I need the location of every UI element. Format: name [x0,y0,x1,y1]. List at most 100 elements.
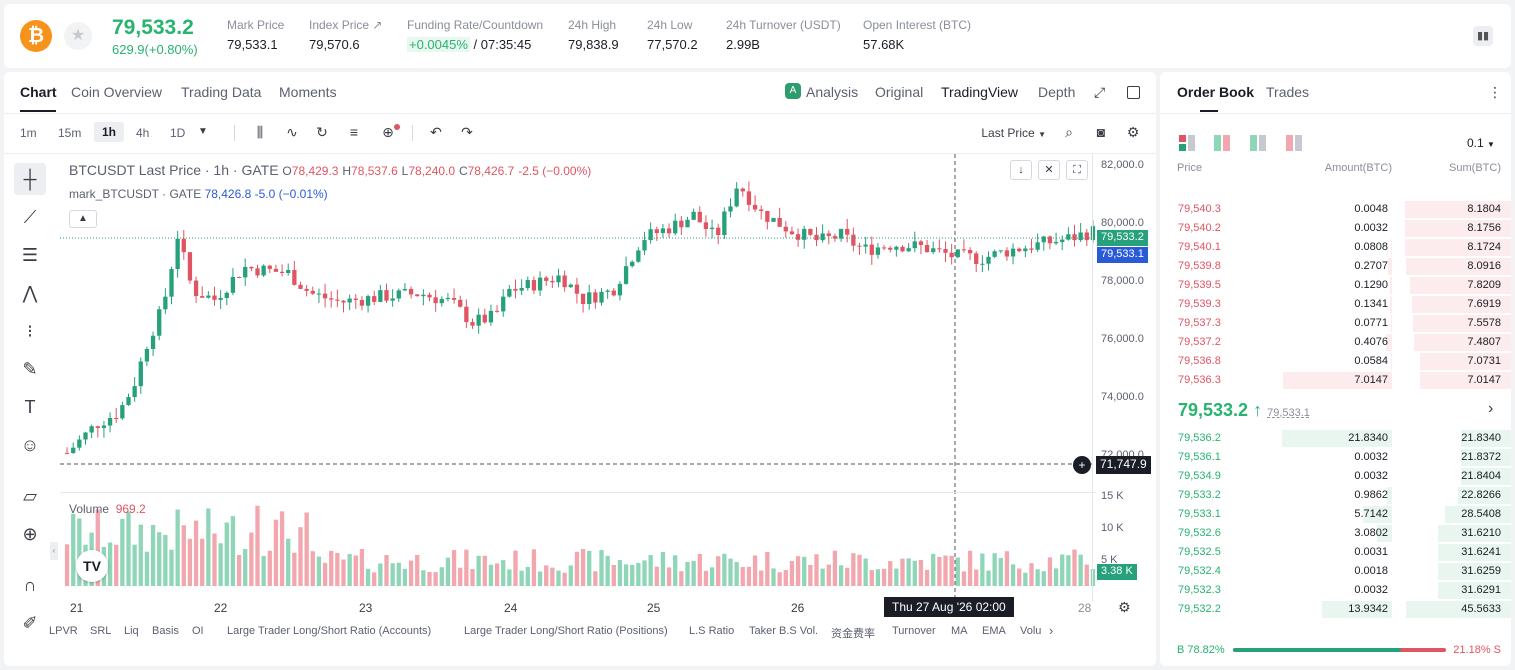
ask-row[interactable]: 79,539.8 0.2707 8.0916 [1160,257,1511,276]
tab-trading-data[interactable]: Trading Data [181,84,262,100]
undo-icon[interactable]: ↶ [430,124,442,140]
ask-row[interactable]: 79,537.2 0.4076 7.4807 [1160,333,1511,352]
bid-price[interactable]: 79,536.2 [1178,432,1221,444]
tab-tradingview[interactable]: TradingView [941,84,1019,100]
compare-icon[interactable]: ↻ [316,124,328,140]
camera-icon[interactable]: ◙ [1096,124,1106,140]
bid-price[interactable]: 79,532.6 [1178,527,1221,539]
magnet-icon[interactable]: ∩ [23,575,37,595]
indicator-taker-bs-vol[interactable]: Taker B.S Vol. [749,625,819,637]
indicators-icon[interactable]: ∿ [286,124,298,140]
timeframe-15m[interactable]: 15m [58,126,82,140]
ask-price[interactable]: 79,539.5 [1178,279,1221,291]
analysis-icon[interactable]: A [785,83,801,99]
bid-price[interactable]: 79,532.2 [1178,603,1221,615]
chevron-right-icon[interactable]: › [1488,400,1494,417]
arrow-down-icon[interactable]: ↓ [1010,160,1032,180]
bid-price[interactable]: 79,532.3 [1178,584,1221,596]
bid-row[interactable]: 79,532.2 13.9342 45.5633 [1160,600,1511,619]
view-split-icon[interactable] [1214,135,1230,151]
ask-price[interactable]: 79,540.1 [1178,241,1221,253]
collapse-legend-button[interactable]: ▲ [69,210,97,228]
plus-icon[interactable]: + [1073,456,1091,474]
indicator-ls-ratio[interactable]: L.S Ratio [689,625,735,637]
book-icon[interactable]: ▮▮ [1473,26,1493,46]
bid-row[interactable]: 79,532.5 0.0031 31.6241 [1160,543,1511,562]
bid-row[interactable]: 79,536.2 21.8340 21.8340 [1160,429,1511,448]
bid-row[interactable]: 79,536.1 0.0032 21.8372 [1160,448,1511,467]
tab-analysis[interactable]: Analysis [806,84,859,100]
redo-icon[interactable]: ↷ [461,124,473,140]
indicator-ltlsr-accounts[interactable]: Large Trader Long/Short Ratio (Accounts) [227,625,432,637]
indicator-volume[interactable]: Volu [1020,625,1042,637]
zoom-in-icon[interactable]: ⊕ [22,524,38,544]
view-both-icon[interactable] [1179,135,1195,151]
ask-row[interactable]: 79,537.3 0.0771 7.5578 [1160,314,1511,333]
tab-chart[interactable]: Chart [20,84,57,100]
gear-icon[interactable]: ⚙ [1126,124,1140,140]
indicator-ma[interactable]: MA [951,625,968,637]
timeframe-4h[interactable]: 4h [136,126,150,140]
indicator-lpvr[interactable]: LPVR [49,625,78,637]
fullscreen-icon[interactable]: ⛶ [1066,160,1088,180]
ask-price[interactable]: 79,539.8 [1178,260,1221,272]
ask-price[interactable]: 79,540.3 [1178,203,1221,215]
bid-price[interactable]: 79,534.9 [1178,470,1221,482]
gear-icon[interactable]: ⚙ [1118,599,1131,615]
bid-row[interactable]: 79,532.4 0.0018 31.6259 [1160,562,1511,581]
projection-icon[interactable]: ⁝ [27,321,33,341]
precision-select[interactable]: 0.1 ▼ [1467,136,1495,150]
bid-price[interactable]: 79,533.2 [1178,489,1221,501]
timeframe-1d[interactable]: 1D [170,126,186,140]
ask-row[interactable]: 79,539.5 0.1290 7.8209 [1160,276,1511,295]
candles-icon[interactable]: ⫼ [256,124,264,140]
ask-price[interactable]: 79,540.2 [1178,222,1221,234]
bid-row[interactable]: 79,534.9 0.0032 21.8404 [1160,467,1511,486]
search-icon[interactable]: ⌕ [1065,124,1073,140]
chevron-right-icon[interactable]: › [1049,623,1054,638]
ask-row[interactable]: 79,540.3 0.0048 8.1804 [1160,200,1511,219]
ask-row[interactable]: 79,540.2 0.0032 8.1756 [1160,219,1511,238]
ask-row[interactable]: 79,536.3 7.0147 7.0147 [1160,371,1511,390]
lock-icon[interactable]: ✐ [22,613,38,633]
pattern-icon[interactable]: ⋀ [22,283,38,303]
indicator-ltlsr-positions[interactable]: Large Trader Long/Short Ratio (Positions… [464,625,668,637]
bid-row[interactable]: 79,532.6 3.0802 31.6210 [1160,524,1511,543]
template-icon[interactable]: ≡ [349,124,359,140]
bid-price[interactable]: 79,533.1 [1178,508,1221,520]
expand-icon[interactable]: ⤢ [1094,84,1106,100]
tab-original[interactable]: Original [875,84,924,100]
indicator-srl[interactable]: SRL [90,625,112,637]
tab-moments[interactable]: Moments [279,84,337,100]
more-icon[interactable]: ⋮ [1488,84,1502,100]
ask-row[interactable]: 79,540.1 0.0808 8.1724 [1160,238,1511,257]
indicator-liq[interactable]: Liq [124,625,139,637]
ask-price[interactable]: 79,537.2 [1178,336,1221,348]
ask-row[interactable]: 79,536.8 0.0584 7.0731 [1160,352,1511,371]
bid-row[interactable]: 79,533.1 5.7142 28.5408 [1160,505,1511,524]
tab-coin-overview[interactable]: Coin Overview [71,84,163,100]
trendline-icon[interactable]: ⟋ [23,207,37,227]
favorite-star-icon[interactable]: ★ [64,22,92,50]
ask-price[interactable]: 79,539.3 [1178,298,1221,310]
candlestick-chart[interactable] [60,154,1096,602]
crosshair-icon[interactable]: ┼ [14,163,46,195]
bid-price[interactable]: 79,532.5 [1178,546,1221,558]
window-icon[interactable] [1127,86,1140,99]
bid-row[interactable]: 79,532.3 0.0032 31.6291 [1160,581,1511,600]
timeframe-1h[interactable]: 1h [94,122,125,142]
fib-icon[interactable]: ☰ [21,245,39,265]
chevron-down-icon[interactable]: ▼ [198,126,208,137]
view-asks-icon[interactable] [1286,135,1302,151]
indicator-turnover[interactable]: Turnover [892,625,936,637]
tab-depth[interactable]: Depth [1038,84,1076,100]
timeframe-1m[interactable]: 1m [20,126,37,140]
indicator-basis[interactable]: Basis [152,625,179,637]
last-price-select[interactable]: Last Price ▼ [981,126,1046,140]
tradingview-logo[interactable]: TV [76,550,108,582]
bid-price[interactable]: 79,532.4 [1178,565,1221,577]
tab-trades[interactable]: Trades [1266,84,1310,100]
emoji-icon[interactable]: ☺ [20,435,40,455]
ask-row[interactable]: 79,539.3 0.1341 7.6919 [1160,295,1511,314]
view-bids-icon[interactable] [1250,135,1266,151]
